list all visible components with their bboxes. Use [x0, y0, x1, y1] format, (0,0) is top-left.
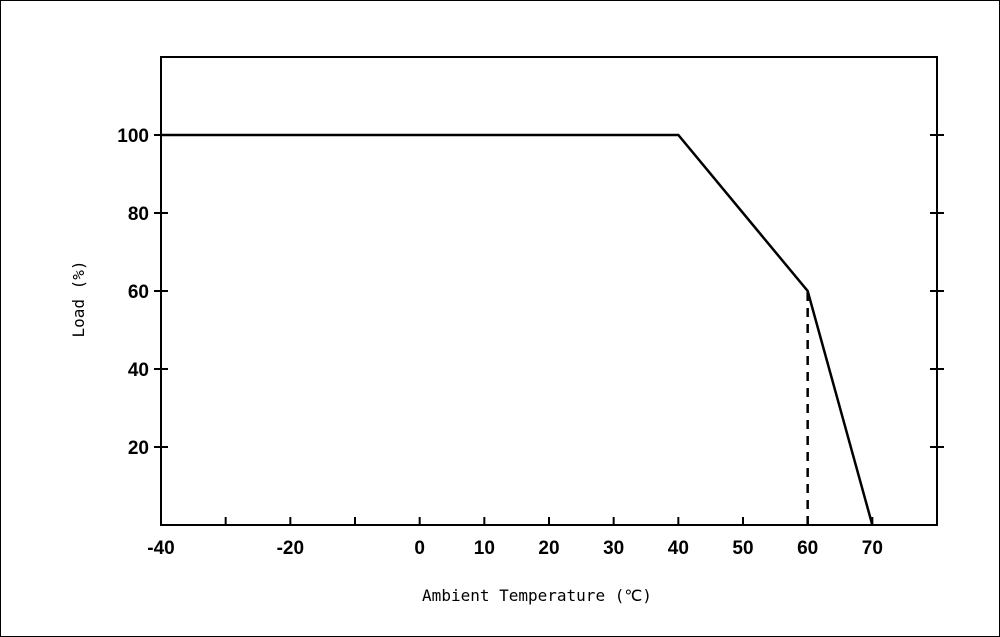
y-tick-label: 100 — [117, 126, 149, 147]
x-tick-label: 70 — [862, 538, 883, 559]
y-tick-label: 60 — [128, 282, 149, 303]
tick-labels: -40 -20 0 10 20 30 40 50 60 70 20 40 60 80 100 — [117, 126, 883, 559]
derating-curve — [161, 133, 874, 526]
x-tick-label: -20 — [277, 538, 304, 559]
x-tick-label: 60 — [797, 538, 818, 559]
y-axis-title: Load (%) — [69, 260, 88, 337]
y-tick-label: 20 — [128, 438, 149, 459]
y-tick-label: 80 — [128, 204, 149, 225]
x-tick-label: 40 — [668, 538, 689, 559]
x-tick-label: 30 — [603, 538, 624, 559]
axis-ticks — [154, 134, 944, 525]
x-tick-label: -40 — [147, 538, 174, 559]
y-tick-label: 40 — [128, 360, 149, 381]
x-tick-label: 50 — [732, 538, 753, 559]
plot-area — [160, 56, 938, 526]
x-axis-title: Ambient Temperature (℃) — [422, 586, 652, 605]
x-tick-label: 10 — [474, 538, 495, 559]
x-tick-label: 0 — [414, 538, 425, 559]
x-tick-label: 20 — [538, 538, 559, 559]
data-lines — [161, 133, 874, 526]
